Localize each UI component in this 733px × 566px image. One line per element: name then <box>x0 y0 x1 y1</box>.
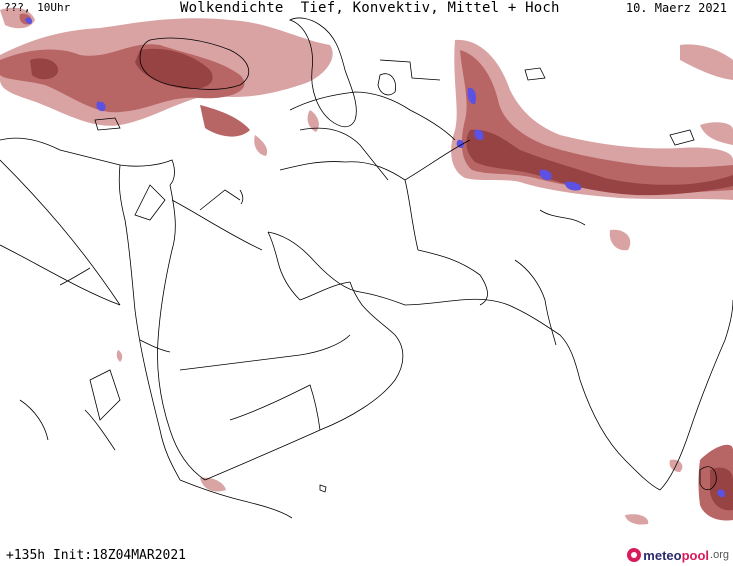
forecast-date: 10. Maerz 2021 <box>625 1 727 15</box>
map-title: Wolkendichte Tief, Konvektiv, Mittel + H… <box>180 0 560 16</box>
cloud-cover-layer <box>0 7 733 525</box>
logo-text-pool: pool <box>681 547 710 563</box>
logo-text-meteo: meteo <box>643 547 682 563</box>
forecast-time-label: ???, 10Uhr <box>4 1 71 14</box>
logo-icon <box>627 548 642 562</box>
meteopool-logo[interactable]: meteo pool .org <box>627 546 729 564</box>
init-time-label: +135h Init:18Z04MAR2021 <box>6 548 187 563</box>
logo-text-org: .org <box>710 549 729 561</box>
coastlines-and-borders <box>0 17 733 519</box>
